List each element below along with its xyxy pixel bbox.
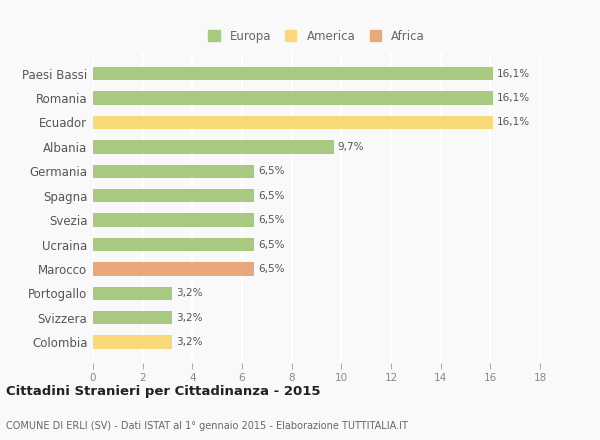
Text: 16,1%: 16,1% xyxy=(497,69,530,79)
Bar xyxy=(93,286,172,300)
Bar xyxy=(93,116,493,129)
Text: Cittadini Stranieri per Cittadinanza - 2015: Cittadini Stranieri per Cittadinanza - 2… xyxy=(6,385,320,398)
Bar xyxy=(93,311,172,324)
Text: 16,1%: 16,1% xyxy=(497,117,530,128)
Bar xyxy=(93,67,493,81)
Bar xyxy=(93,140,334,154)
Bar xyxy=(93,92,493,105)
Bar xyxy=(93,165,254,178)
Bar xyxy=(93,213,254,227)
Text: 6,5%: 6,5% xyxy=(258,239,284,249)
Text: 16,1%: 16,1% xyxy=(497,93,530,103)
Text: 6,5%: 6,5% xyxy=(258,191,284,201)
Bar xyxy=(93,335,172,349)
Text: 3,2%: 3,2% xyxy=(176,337,203,347)
Legend: Europa, America, Africa: Europa, America, Africa xyxy=(206,28,427,45)
Bar xyxy=(93,238,254,251)
Text: 6,5%: 6,5% xyxy=(258,264,284,274)
Text: 9,7%: 9,7% xyxy=(338,142,364,152)
Bar xyxy=(93,262,254,275)
Text: 3,2%: 3,2% xyxy=(176,288,203,298)
Text: 6,5%: 6,5% xyxy=(258,166,284,176)
Bar xyxy=(93,189,254,202)
Text: 6,5%: 6,5% xyxy=(258,215,284,225)
Text: COMUNE DI ERLI (SV) - Dati ISTAT al 1° gennaio 2015 - Elaborazione TUTTITALIA.IT: COMUNE DI ERLI (SV) - Dati ISTAT al 1° g… xyxy=(6,421,408,431)
Text: 3,2%: 3,2% xyxy=(176,313,203,323)
